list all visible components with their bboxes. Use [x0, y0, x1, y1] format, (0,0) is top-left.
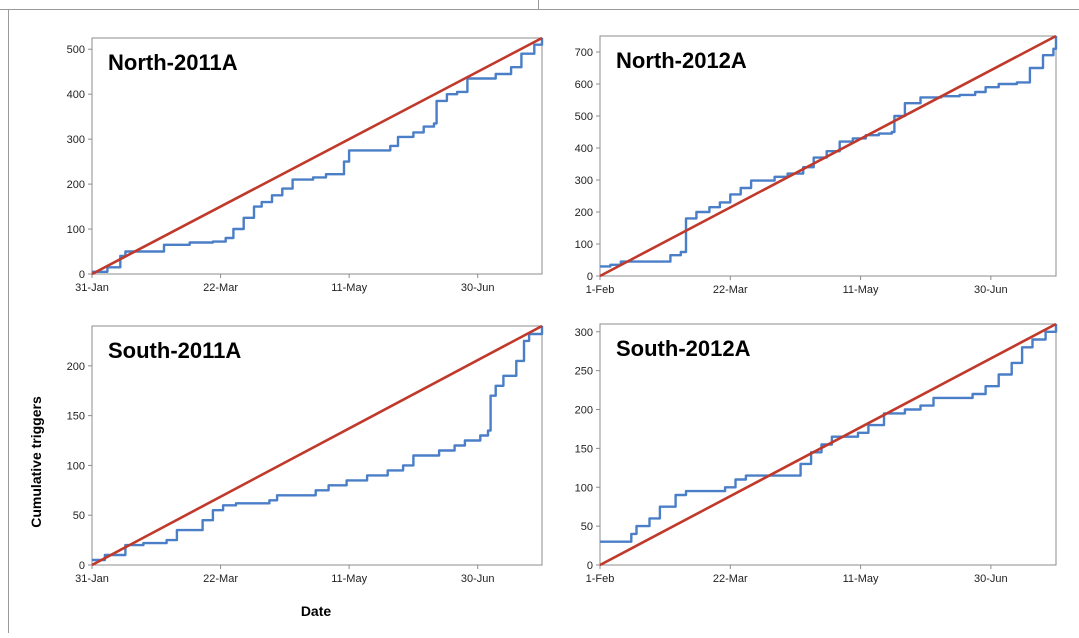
series-line-cumulative: [92, 326, 544, 562]
y-tick-label: 600: [575, 79, 593, 91]
y-tick-label: 200: [575, 405, 593, 417]
y-tick-label: 300: [575, 327, 593, 339]
y-tick-label: 0: [587, 271, 593, 283]
x-tick-label: 31-Jan: [75, 573, 109, 585]
y-tick-label: 0: [79, 560, 85, 572]
y-tick-label: 200: [575, 207, 593, 219]
y-tick-label: 700: [575, 47, 593, 59]
panel-south-2012a: 0 50 100 150 200 250 300 1-Feb 22-Mar 11-May 30-Ju…: [575, 322, 1058, 585]
y-tick-label: 500: [67, 44, 85, 56]
top-border: [0, 0, 1079, 10]
x-tick-label: 11-May: [331, 573, 367, 585]
panel-title: North-2012A: [616, 48, 747, 73]
y-tick-label: 200: [67, 179, 85, 191]
series-line-uniform: [91, 324, 543, 567]
series-line-uniform: [599, 322, 1057, 567]
series-line-cumulative: [92, 38, 544, 273]
y-tick-label: 400: [67, 89, 85, 101]
x-tick-label: 11-May: [843, 284, 879, 296]
y-tick-label: 500: [575, 111, 593, 123]
x-tick-label: 11-May: [843, 573, 879, 585]
y-tick-label: 50: [73, 510, 85, 522]
x-tick-label: 22-Mar: [203, 282, 238, 294]
panel-title: North-2011A: [108, 50, 238, 75]
y-tick-label: 100: [575, 482, 593, 494]
x-tick-label: 22-Mar: [713, 573, 748, 585]
x-tick-label: 22-Mar: [203, 573, 238, 585]
x-tick-label: 11-May: [331, 282, 367, 294]
panel-title: South-2011A: [108, 338, 241, 363]
x-tick-label: 30-Jun: [461, 573, 495, 585]
y-tick-label: 150: [67, 411, 85, 423]
series-line-cumulative: [600, 324, 1058, 543]
y-tick-label: 200: [67, 361, 85, 373]
y-tick-label: 50: [581, 521, 593, 533]
y-tick-label: 250: [575, 366, 593, 378]
y-tick-label: 300: [575, 175, 593, 187]
panel-title: South-2012A: [616, 336, 751, 361]
y-tick-label: 0: [587, 560, 593, 572]
x-tick-label: 30-Jun: [974, 284, 1008, 296]
panel-north-2011a: 0 100 200 300 400 500 31-Jan 22-Mar 11-May 30-Jun…: [67, 36, 544, 294]
x-tick-label: 1-Feb: [586, 284, 615, 296]
x-axis-title: Date: [301, 603, 332, 619]
y-tick-label: 100: [575, 239, 593, 251]
panel-south-2011a: 0 50 100 150 200 31-Jan 22-Mar 11-May 30-Jun Sout…: [67, 324, 544, 585]
y-tick-label: 400: [575, 143, 593, 155]
series-line-uniform: [599, 34, 1057, 278]
series-line-cumulative: [600, 36, 1058, 268]
y-tick-label: 100: [67, 224, 85, 236]
series-line-uniform: [91, 36, 543, 276]
y-tick-label: 150: [575, 443, 593, 455]
y-axis-title: Cumulative triggers: [28, 396, 44, 528]
panel-north-2012a: 0 100 200 300 400 500 600 700 1-Feb 22-Mar 11-May 3…: [575, 34, 1058, 296]
y-tick-label: 100: [67, 460, 85, 472]
y-tick-label: 0: [79, 269, 85, 281]
x-tick-label: 22-Mar: [713, 284, 748, 296]
x-tick-label: 30-Jun: [974, 573, 1008, 585]
x-tick-label: 31-Jan: [75, 282, 109, 294]
x-tick-label: 1-Feb: [586, 573, 615, 585]
top-divider: [538, 0, 539, 9]
x-tick-label: 30-Jun: [461, 282, 495, 294]
left-border: [8, 9, 9, 633]
y-tick-label: 300: [67, 134, 85, 146]
